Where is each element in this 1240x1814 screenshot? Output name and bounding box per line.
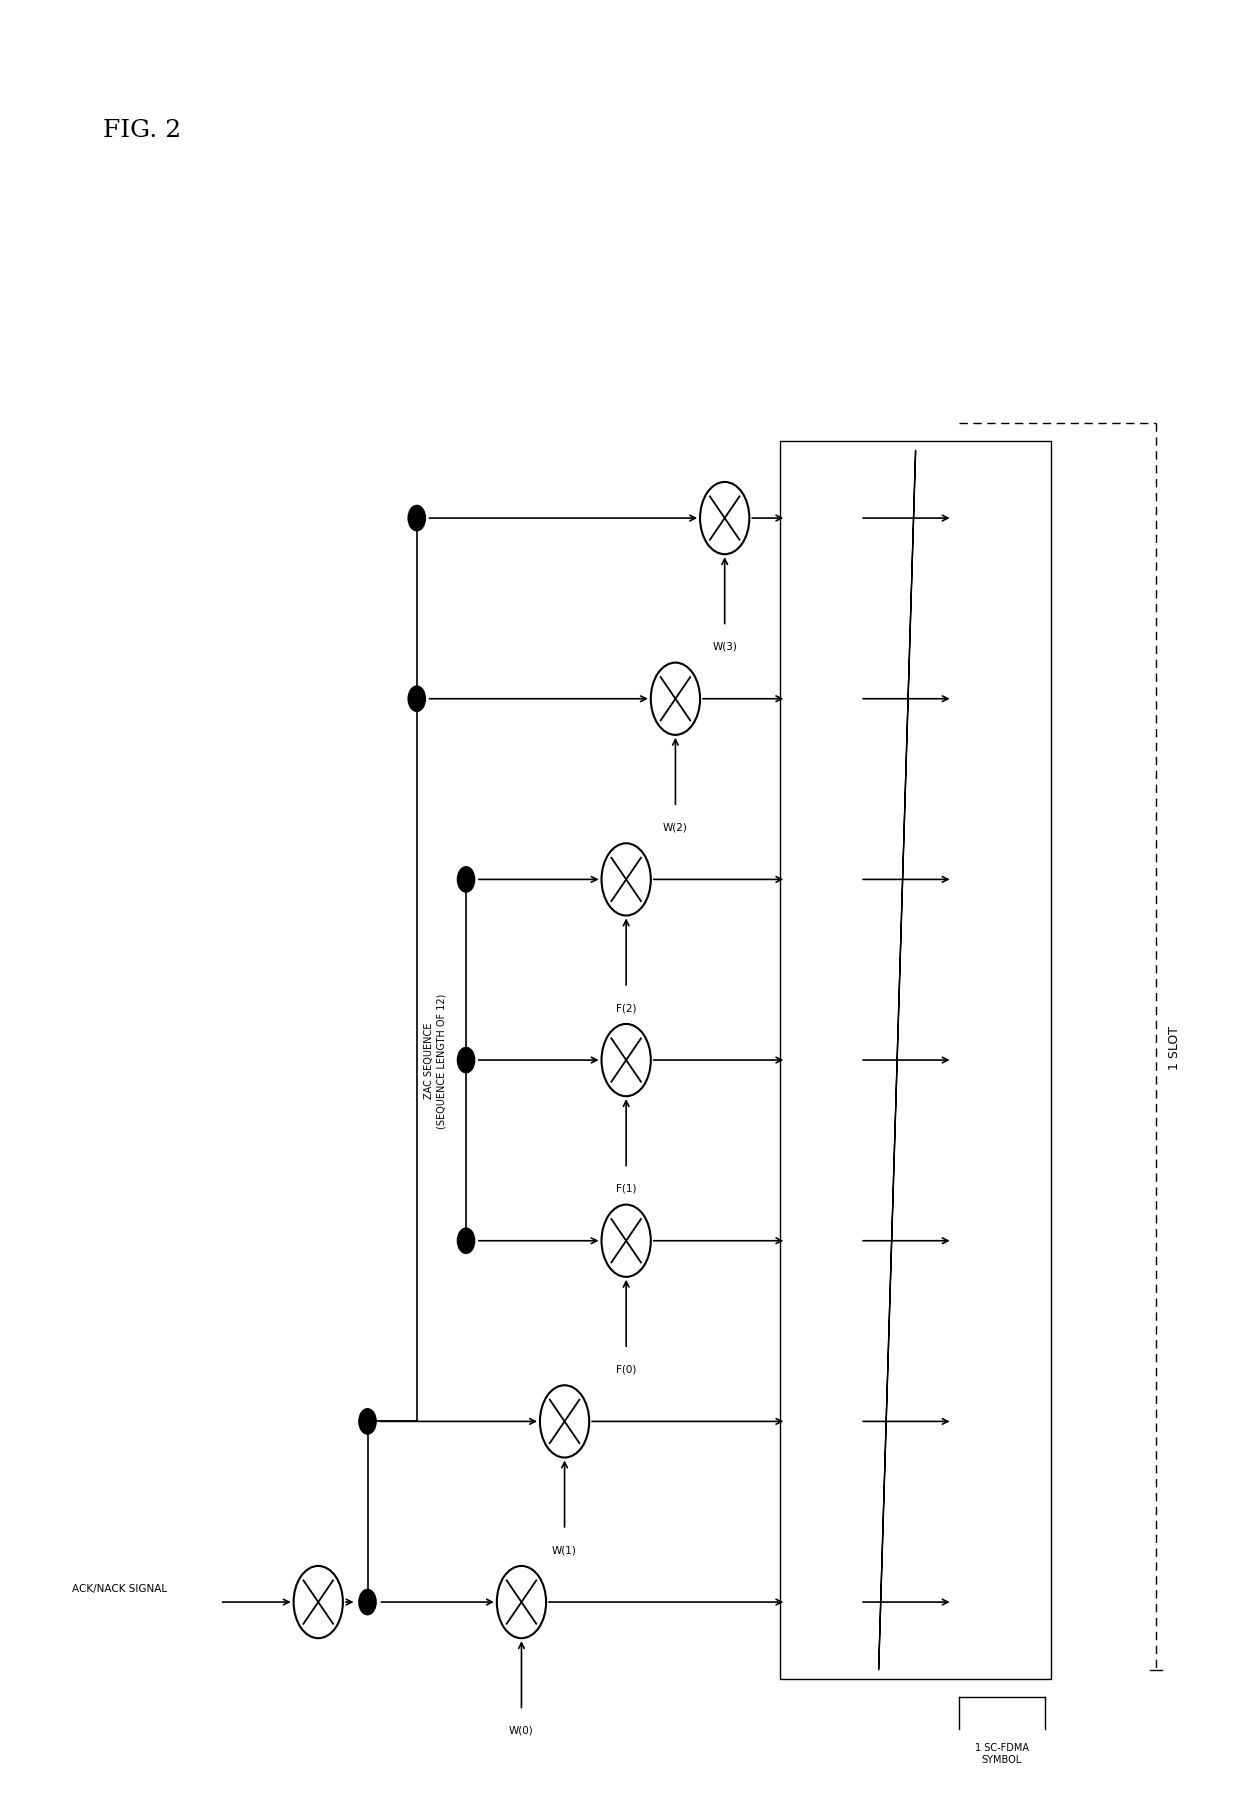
Bar — [786, 813, 861, 947]
Text: $S_0$: $S_0$ — [993, 1593, 1011, 1611]
Text: W(1): W(1) — [552, 1544, 577, 1555]
Text: 1 SC-FDMA
SYMBOL: 1 SC-FDMA SYMBOL — [975, 1741, 1029, 1763]
Text: IFFT: IFFT — [818, 869, 828, 891]
Text: F(1): F(1) — [616, 1183, 636, 1194]
Circle shape — [408, 688, 425, 711]
Bar — [786, 992, 861, 1128]
Bar — [786, 1535, 861, 1671]
Text: FIG. 2: FIG. 2 — [103, 120, 181, 141]
Bar — [786, 452, 861, 586]
Bar — [786, 631, 861, 767]
Bar — [780, 443, 1052, 1680]
Circle shape — [497, 1565, 546, 1638]
Circle shape — [458, 1048, 475, 1074]
Circle shape — [358, 1589, 376, 1614]
Text: IFFT: IFFT — [818, 1411, 828, 1431]
Text: IFFT: IFFT — [818, 1230, 828, 1252]
Text: ACK/NACK SIGNAL: ACK/NACK SIGNAL — [72, 1584, 167, 1593]
Circle shape — [601, 1025, 651, 1097]
Text: F(0): F(0) — [616, 1364, 636, 1373]
Circle shape — [358, 1409, 376, 1435]
Circle shape — [651, 664, 701, 735]
Text: $R_0$: $R_0$ — [992, 1232, 1011, 1250]
Bar — [786, 1174, 861, 1308]
Text: CP ADDITION: CP ADDITION — [904, 1009, 914, 1076]
Circle shape — [539, 1386, 589, 1458]
Bar — [959, 452, 1045, 1671]
Text: IFFT: IFFT — [818, 689, 828, 709]
Text: $S_3$: $S_3$ — [993, 510, 1011, 528]
Text: $R_1$: $R_1$ — [993, 1050, 1011, 1070]
Text: ZAC SEQUENCE
(SEQUENCE LENGTH OF 12): ZAC SEQUENCE (SEQUENCE LENGTH OF 12) — [424, 992, 446, 1128]
Circle shape — [458, 867, 475, 892]
Circle shape — [701, 483, 749, 555]
Circle shape — [458, 1228, 475, 1253]
Text: W(3): W(3) — [712, 642, 737, 651]
Text: $R_2$: $R_2$ — [993, 871, 1011, 889]
Text: 1 SLOT: 1 SLOT — [1168, 1025, 1180, 1068]
Text: IFFT: IFFT — [818, 1591, 828, 1613]
Text: W(2): W(2) — [663, 822, 688, 833]
Circle shape — [294, 1565, 343, 1638]
Circle shape — [408, 506, 425, 532]
Text: F(2): F(2) — [616, 1003, 636, 1012]
Text: IFFT: IFFT — [818, 508, 828, 530]
Text: W(0): W(0) — [510, 1725, 534, 1734]
Text: IFFT: IFFT — [818, 1050, 828, 1070]
Circle shape — [601, 1204, 651, 1277]
Text: $S_2$: $S_2$ — [993, 689, 1011, 709]
Circle shape — [601, 844, 651, 916]
Text: $S_1$: $S_1$ — [993, 1413, 1011, 1431]
Bar — [786, 1353, 861, 1489]
